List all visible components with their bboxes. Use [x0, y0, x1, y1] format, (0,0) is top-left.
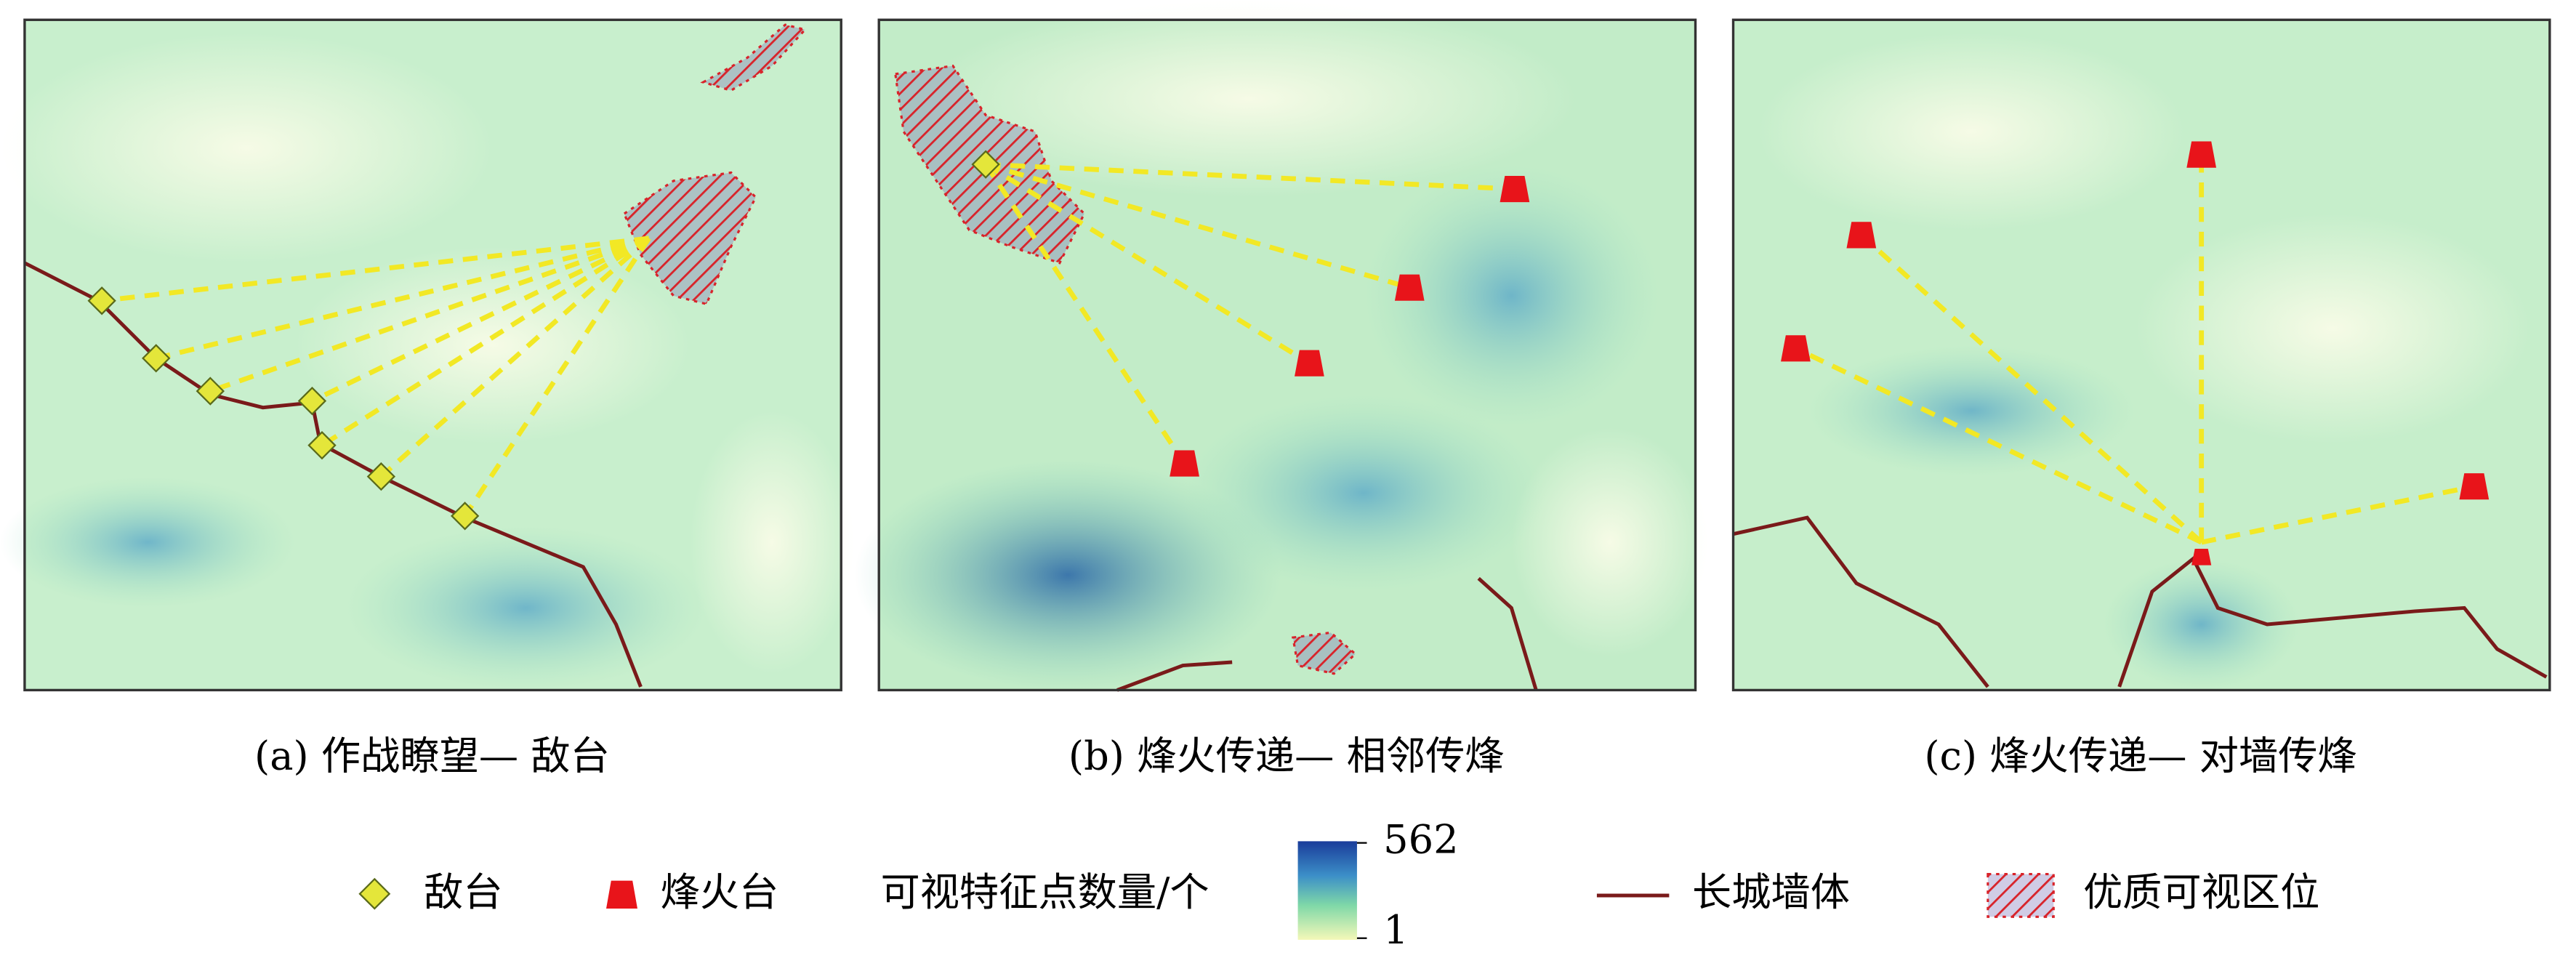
legend-label: 敌台	[424, 869, 502, 915]
panel-caption: (c) 烽火传递— 对墙传烽	[1924, 733, 2356, 778]
colorbar-min: 1	[1383, 907, 1409, 953]
colorbar-max: 562	[1383, 817, 1459, 863]
colorbar	[1297, 841, 1357, 940]
map-panel-c	[1731, 18, 2551, 692]
legend-label: 可视特征点数量/个	[880, 869, 1209, 915]
legend-label: 长城墙体	[1692, 869, 1850, 915]
legend-label: 优质可视区位	[2083, 869, 2319, 915]
legend: 敌台 烽火台 可视特征点数量/个 562 1 长城墙体 优质可视区位	[358, 817, 2319, 953]
legend-hatch-swatch	[1987, 872, 2055, 918]
panel-caption: (a) 作战瞭望— 敌台	[254, 733, 610, 778]
legend-label: 烽火台	[661, 869, 779, 915]
map-panel-a	[0, 18, 855, 692]
map-panel-b	[854, 0, 1709, 692]
panel-caption: (b) 烽火传递— 相邻传烽	[1068, 733, 1505, 778]
